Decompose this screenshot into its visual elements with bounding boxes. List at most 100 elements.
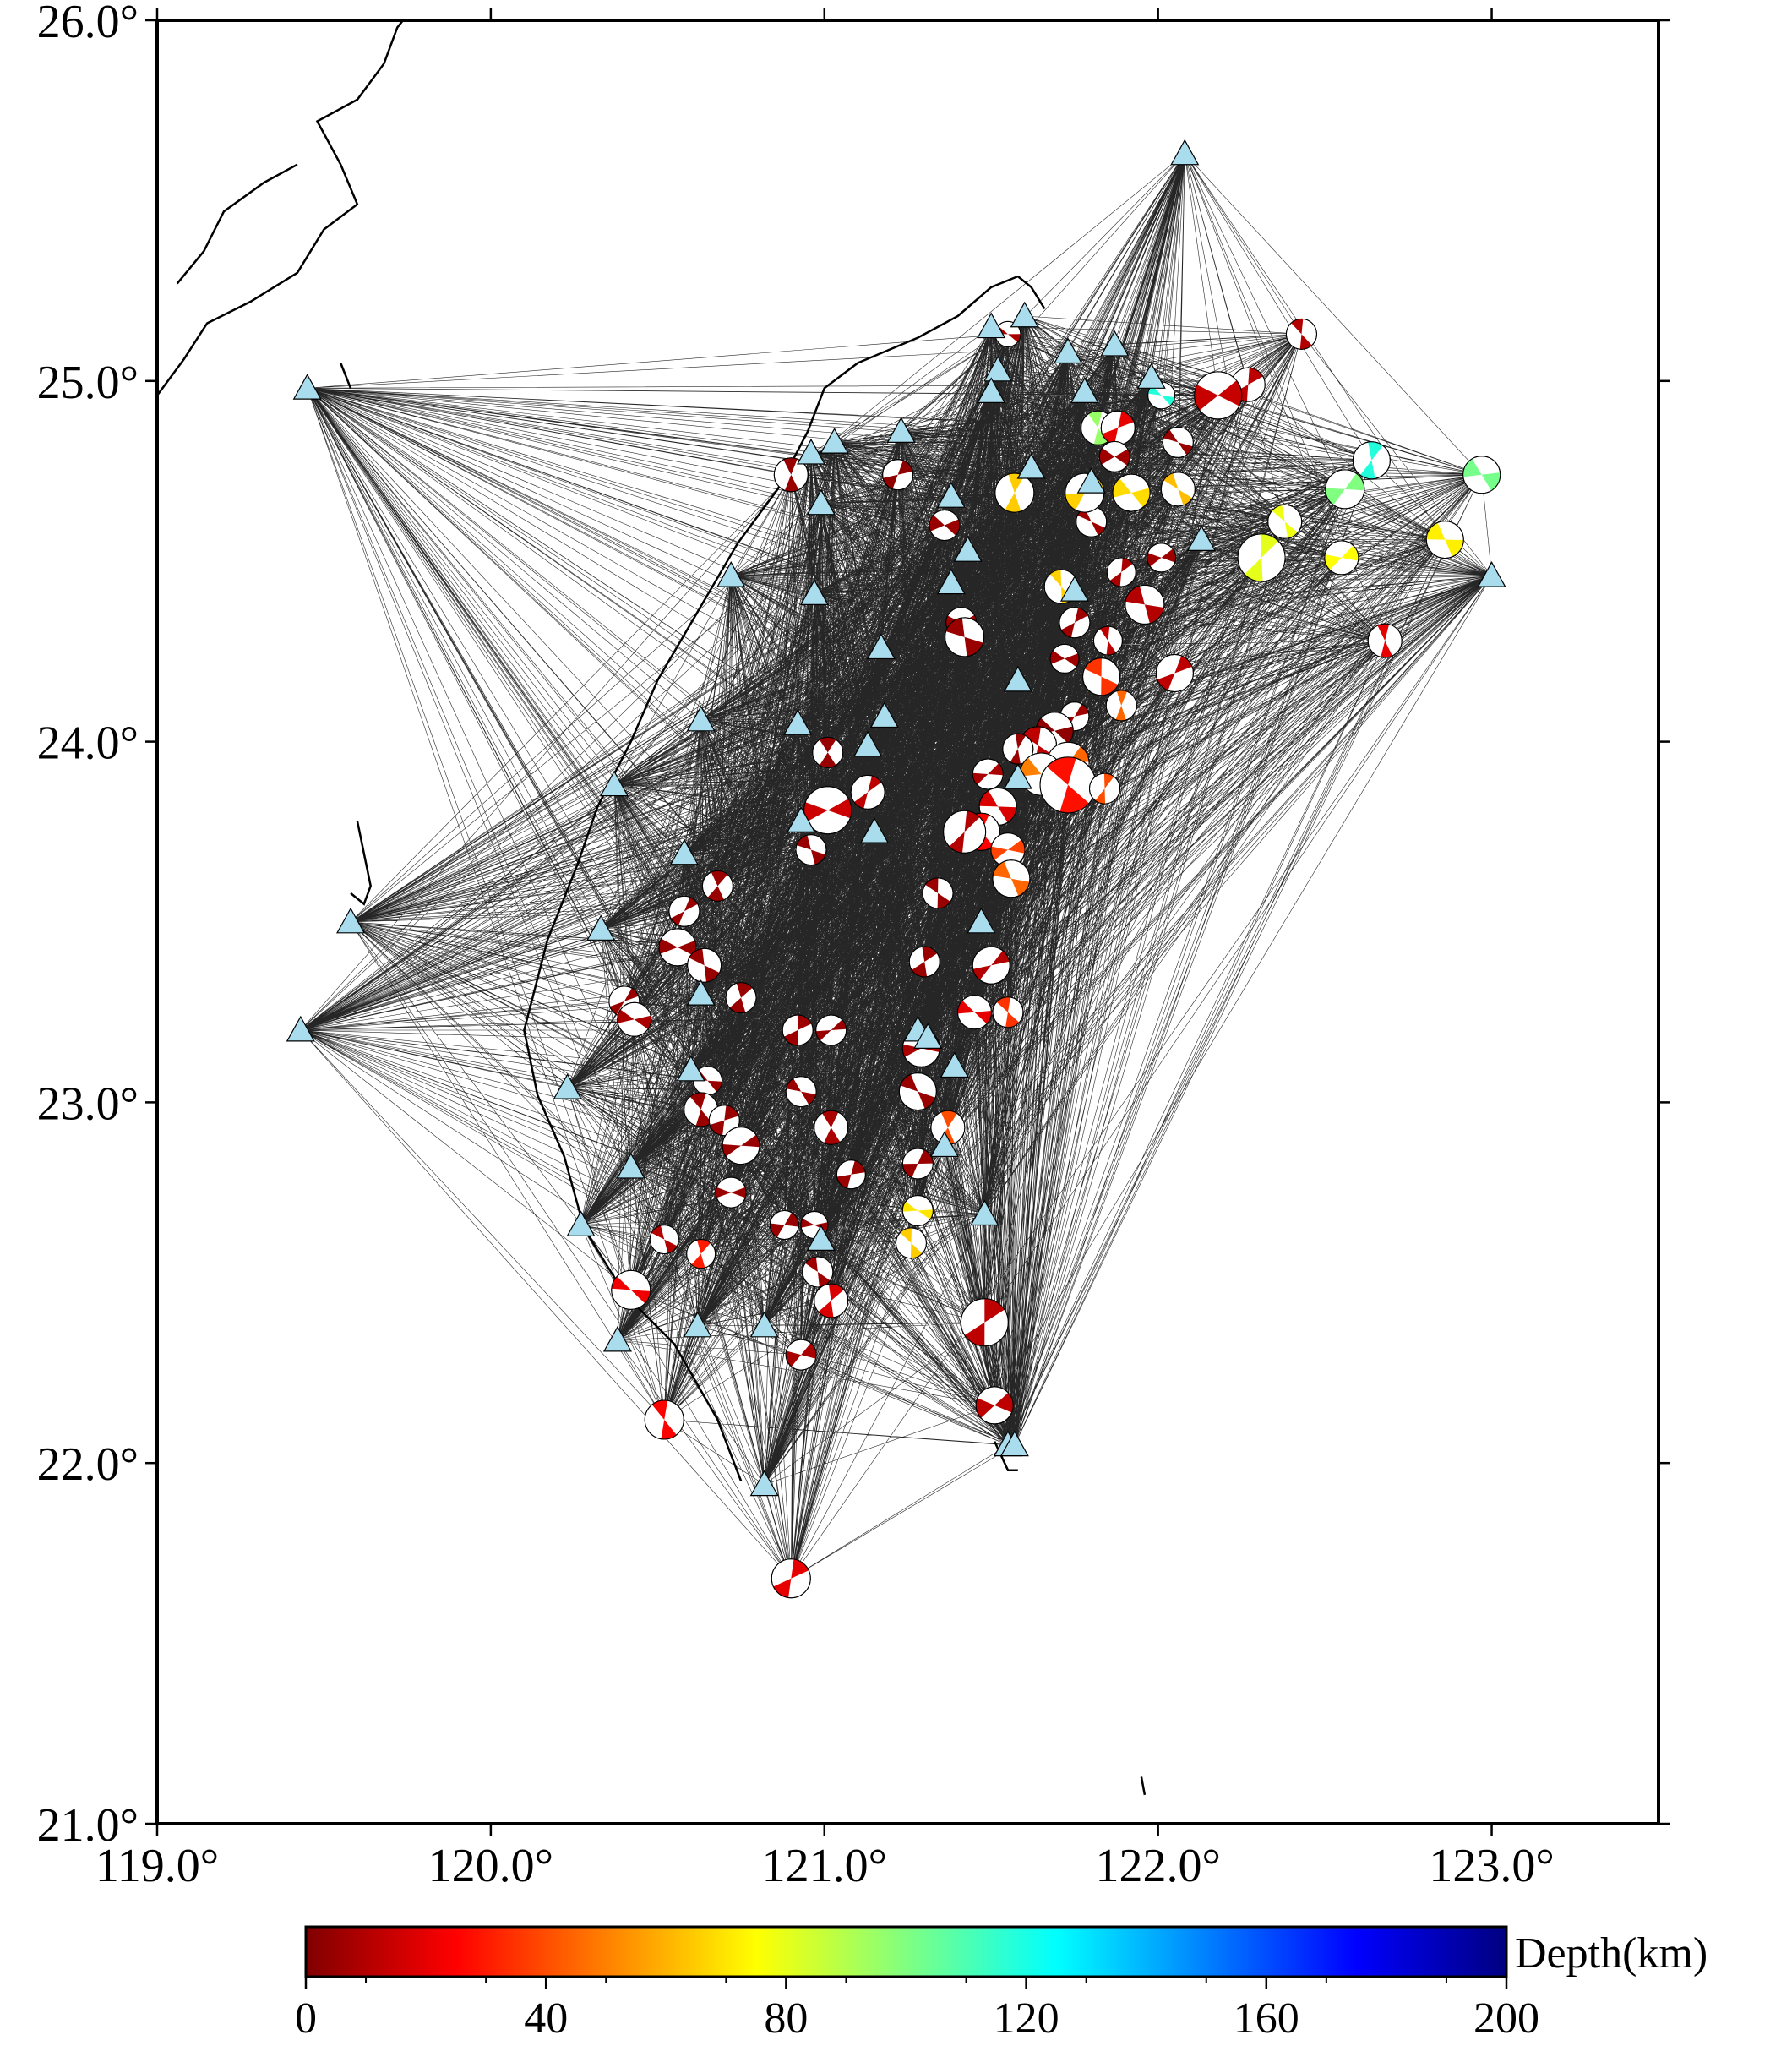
beachball-outline [972, 758, 1004, 790]
beachball-outline [1267, 504, 1303, 539]
compressional-quadrant [925, 877, 950, 908]
beachball-outline [1112, 473, 1151, 512]
station-triangle [1170, 139, 1200, 166]
lon-tick-label: 121.0° [762, 1840, 887, 1892]
focal-mechanism [882, 459, 914, 491]
compressional-quadrant [729, 982, 753, 1013]
station-triangle [1186, 525, 1217, 551]
beachball-outline [898, 1072, 937, 1111]
station-triangle [1477, 561, 1506, 587]
compressional-quadrant [976, 1392, 1014, 1418]
focal-mechanism [1088, 772, 1120, 805]
compressional-quadrant [1095, 773, 1114, 805]
beachball-outline [972, 946, 1010, 985]
beachball-outline [908, 946, 940, 978]
focal-mechanism [956, 995, 992, 1030]
compressional-quadrant [818, 1284, 844, 1318]
compressional-quadrant [786, 1078, 816, 1105]
beachball-outline [1162, 426, 1194, 458]
focal-mechanism [795, 834, 827, 866]
beachball-outline [771, 1558, 811, 1599]
compressional-quadrant [853, 775, 882, 809]
compressional-quadrant [1462, 458, 1501, 491]
station-triangle [967, 907, 996, 934]
station-triangle [616, 1152, 645, 1179]
focal-mechanism [814, 1110, 849, 1145]
station-triangle [977, 377, 1006, 404]
beachball-outline [701, 870, 733, 902]
compressional-quadrant [707, 870, 728, 902]
compressional-quadrant [1325, 473, 1364, 505]
compressional-quadrant [617, 1009, 651, 1029]
compressional-quadrant [803, 799, 852, 822]
station-triangle [686, 705, 716, 732]
beachball-outline [785, 1339, 817, 1371]
focal-mechanism [1112, 473, 1151, 512]
focal-mechanism [1367, 623, 1403, 658]
beachball-outline [945, 617, 985, 657]
map-axes: 119.0° 120.0° 121.0° 122.0° 123.0° 21.0° 22.0°… [37, 0, 1670, 1892]
beachball-outline [803, 786, 852, 835]
beachball-outline [992, 859, 1031, 898]
focal-mechanism [992, 859, 1031, 898]
station-triangle [602, 1325, 632, 1352]
focal-mechanism [1092, 625, 1123, 656]
focal-mechanism [1059, 607, 1091, 639]
focal-mechanism [836, 1159, 866, 1190]
compressional-quadrant [1147, 548, 1176, 567]
compressional-quadrant [979, 790, 1017, 823]
compressional-quadrant [900, 1227, 923, 1258]
focal-mechanism [994, 472, 1035, 513]
focal-mechanism [1160, 472, 1196, 507]
compressional-quadrant [972, 763, 1004, 785]
focal-mechanism [972, 946, 1010, 985]
beachball-outline [644, 1399, 684, 1440]
beachball-outline [901, 1194, 934, 1226]
compressional-quadrant [1163, 472, 1193, 505]
focal-mechanism [1082, 657, 1121, 696]
compressional-quadrant [1109, 558, 1133, 587]
beachball-outline [901, 1148, 934, 1180]
focal-mechanism [922, 877, 954, 909]
focal-mechanism [1100, 410, 1136, 445]
station-triangle [977, 312, 1006, 339]
station-triangle [886, 417, 916, 443]
focal-mechanism [814, 1283, 849, 1318]
beachball-outline [814, 1283, 849, 1318]
beachball-outline [882, 459, 914, 491]
compressional-quadrant [822, 1110, 841, 1145]
colorbar-tick-label: 200 [1473, 1994, 1539, 2043]
compressional-quadrant [796, 835, 826, 865]
station-triangle [586, 914, 616, 941]
compressional-quadrant [1125, 586, 1164, 624]
station-triangle [336, 907, 366, 934]
compressional-quadrant [722, 1134, 760, 1157]
focal-mechanism [898, 1072, 937, 1111]
beachball-outline [943, 810, 987, 854]
focal-mechanism [1285, 318, 1317, 350]
compressional-quadrant [836, 1160, 866, 1189]
beachball-outline [785, 1076, 817, 1108]
compressional-quadrant [1157, 656, 1192, 690]
focal-mechanism [945, 617, 985, 657]
focal-mechanism [701, 870, 733, 902]
compressional-quadrant [819, 737, 836, 768]
focal-mechanism [992, 996, 1024, 1028]
beachball-outline [649, 1225, 679, 1255]
compressional-quadrant [1047, 756, 1089, 813]
compressional-quadrant [783, 1014, 812, 1046]
compressional-quadrant [1194, 380, 1242, 411]
compressional-quadrant [1088, 411, 1108, 445]
focal-mechanisms [608, 318, 1501, 1599]
compressional-quadrant [1291, 319, 1312, 350]
station-triangle [999, 1430, 1029, 1457]
focal-mechanism [644, 1399, 684, 1440]
beachball-outline [1352, 441, 1391, 480]
station-triangle [913, 1023, 943, 1049]
lon-tick-label: 122.0° [1095, 1840, 1220, 1892]
beachball-outline [1325, 469, 1365, 510]
compressional-quadrant [773, 1559, 809, 1598]
beachball-outline [782, 1014, 814, 1046]
station-triangle [683, 1311, 712, 1338]
focal-mechanism [771, 1558, 811, 1599]
